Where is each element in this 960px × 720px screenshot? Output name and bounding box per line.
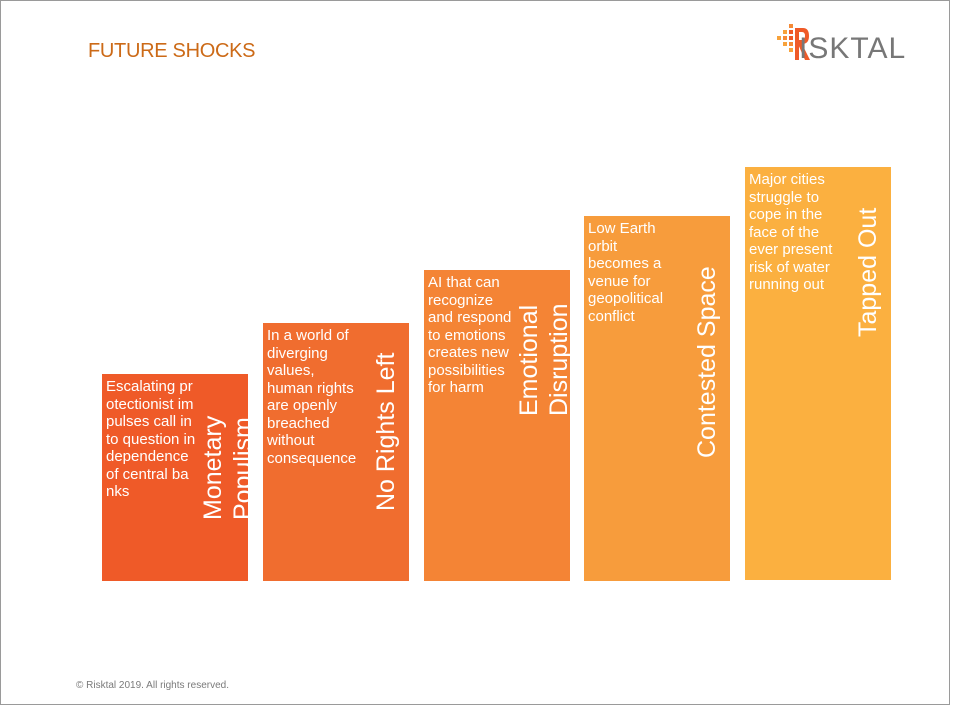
shock-description: Low Earth orbit becomes a venue for geop… [588, 220, 664, 325]
shock-card-tapped-out: Major cities struggle to cope in the fac… [745, 167, 891, 580]
shock-description: Escalating protectionist impulses call i… [106, 378, 196, 500]
shock-label: Tapped Out [854, 207, 882, 337]
page-title: FUTURE SHOCKS [88, 40, 256, 62]
shock-card-no-rights-left: In a world of diverging values, human ri… [263, 323, 409, 581]
shock-description: In a world of diverging values, human ri… [267, 327, 357, 467]
shock-label: Monetary Populism [199, 415, 257, 520]
shock-label: No Rights Left [372, 352, 400, 511]
logo-wordmark: ISKTAL [799, 32, 907, 65]
shock-label: Contested Space [693, 266, 721, 458]
shock-card-monetary-populism: Escalating protectionist impulses call i… [102, 374, 257, 581]
shock-label: Emotional Disruption [515, 303, 573, 416]
copyright-footer: © Risktal 2019. All rights reserved. [76, 680, 229, 691]
shock-description: AI that can recognize and respond to emo… [428, 274, 512, 396]
logo-mark-icon [777, 24, 810, 60]
risktal-logo: ISKTAL [775, 22, 925, 68]
shock-card-contested-space: Low Earth orbit becomes a venue for geop… [584, 216, 730, 581]
shock-description: Major cities struggle to cope in the fac… [749, 171, 833, 293]
slide-frame [0, 0, 950, 705]
shock-card-emotional-disruption: AI that can recognize and respond to emo… [424, 270, 573, 581]
